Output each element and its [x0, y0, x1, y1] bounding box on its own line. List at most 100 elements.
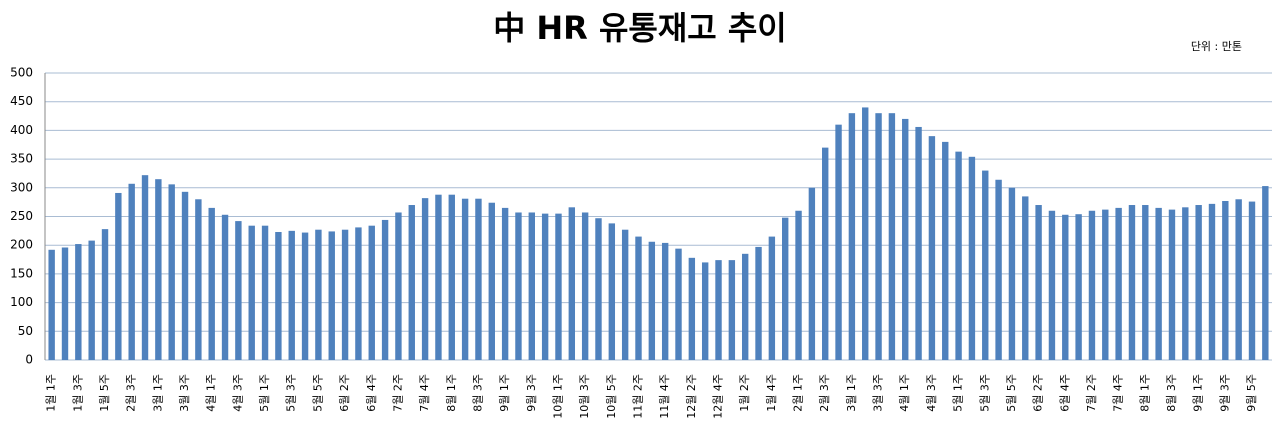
- bar: [595, 218, 602, 360]
- bar: [275, 231, 282, 360]
- x-tick-label: 2월 3주: [125, 374, 138, 412]
- bar: [1182, 207, 1189, 360]
- x-tick-label: 10월 3주: [578, 374, 591, 419]
- bar: [328, 231, 335, 360]
- y-tick-label: 350: [10, 152, 33, 166]
- bar: [341, 229, 349, 360]
- bar: [315, 229, 322, 360]
- bar: [1128, 205, 1136, 360]
- bar: [155, 179, 162, 360]
- bar: [835, 124, 842, 360]
- bar: [395, 212, 402, 360]
- bar: [795, 210, 802, 360]
- bar: [648, 241, 656, 360]
- chart-title: 中 HR 유통재고 추이: [493, 9, 786, 47]
- bar: [782, 217, 789, 360]
- bar: [822, 147, 829, 360]
- bar: [1062, 214, 1069, 360]
- x-tick-label: 6월 4주: [1058, 374, 1071, 412]
- bar: [128, 183, 135, 360]
- bar: [355, 227, 362, 360]
- x-tick-label: 4월 3주: [925, 374, 938, 412]
- bar: [61, 247, 69, 360]
- x-tick-label: 7월 4주: [418, 374, 431, 412]
- bar: [982, 170, 989, 360]
- bar: [848, 113, 856, 361]
- bar: [248, 225, 255, 360]
- bar: [515, 212, 522, 360]
- x-tick-label: 8월 1주: [1138, 374, 1151, 412]
- x-tick-label: 5월 1주: [258, 374, 271, 412]
- bar: [421, 198, 429, 360]
- bar: [661, 242, 669, 360]
- x-tick-label: 9월 1주: [498, 374, 511, 412]
- bar: [741, 253, 749, 360]
- bar: [488, 202, 495, 360]
- x-tick-label: 4월 1주: [898, 374, 911, 412]
- x-tick-label: 2월 1주: [792, 374, 805, 412]
- bar: [1035, 205, 1042, 360]
- x-tick-label: 5월 3주: [978, 374, 991, 412]
- bar: [208, 207, 215, 360]
- x-tick-label: 4월 3주: [231, 374, 244, 412]
- x-tick-label: 1월 4주: [765, 374, 778, 412]
- bar: [928, 136, 936, 360]
- bar: [888, 113, 896, 361]
- bar: [1088, 210, 1096, 360]
- unit-label: 단위 : 만톤: [1191, 40, 1242, 53]
- x-tick-label: 9월 3주: [1218, 374, 1231, 412]
- bar: [701, 262, 709, 360]
- bar: [875, 113, 882, 361]
- bar: [221, 214, 229, 360]
- x-tick-label: 6월 2주: [338, 374, 351, 412]
- bar: [141, 175, 149, 360]
- x-tick-label: 7월 2주: [391, 374, 404, 412]
- bar: [261, 225, 269, 360]
- bar: [475, 198, 482, 360]
- bar: [581, 212, 589, 360]
- x-tick-label: 9월 1주: [1192, 374, 1205, 412]
- bar: [755, 246, 762, 360]
- bar: [288, 230, 295, 360]
- bar: [1155, 207, 1162, 360]
- bar: [635, 236, 642, 360]
- x-tick-label: 3월 3주: [872, 374, 885, 412]
- bar: [101, 229, 109, 360]
- y-tick-label: 200: [10, 238, 33, 252]
- x-tick-label: 10월 1주: [551, 374, 564, 419]
- y-tick-label: 100: [10, 295, 33, 309]
- x-tick-label: 11월 4주: [658, 374, 671, 419]
- bar: [675, 248, 682, 360]
- bar: [541, 213, 549, 360]
- bar: [1262, 186, 1269, 360]
- x-tick-label: 12월 4주: [712, 374, 725, 419]
- bar: [1248, 201, 1256, 360]
- bar: [915, 126, 922, 361]
- x-tick-label: 8월 1주: [445, 374, 458, 412]
- x-tick-label: 3월 3주: [178, 374, 191, 412]
- x-tick-label: 5월 3주: [285, 374, 298, 412]
- bar: [968, 156, 976, 360]
- x-tick-label: 9월 5주: [1245, 374, 1258, 412]
- bar: [688, 257, 696, 360]
- bar: [368, 225, 375, 360]
- x-tick-label: 3월 1주: [151, 374, 164, 412]
- bar: [408, 205, 415, 360]
- x-tick-label: 2월 3주: [818, 374, 831, 412]
- x-tick-label: 1월 2주: [738, 374, 751, 412]
- bar: [902, 118, 909, 360]
- y-tick-label: 300: [10, 180, 33, 194]
- bar: [568, 207, 576, 360]
- y-tick-label: 500: [10, 66, 33, 80]
- bar: [88, 240, 95, 360]
- x-tick-label: 9월 3주: [525, 374, 538, 412]
- y-tick-label: 400: [10, 123, 33, 137]
- x-tick-label: 5월 1주: [952, 374, 965, 412]
- bar: [728, 260, 736, 360]
- x-tick-label: 8월 3주: [1165, 374, 1178, 412]
- bar: [181, 191, 189, 360]
- bar: [168, 184, 175, 360]
- y-tick-label: 250: [10, 209, 33, 223]
- bar: [1195, 205, 1202, 360]
